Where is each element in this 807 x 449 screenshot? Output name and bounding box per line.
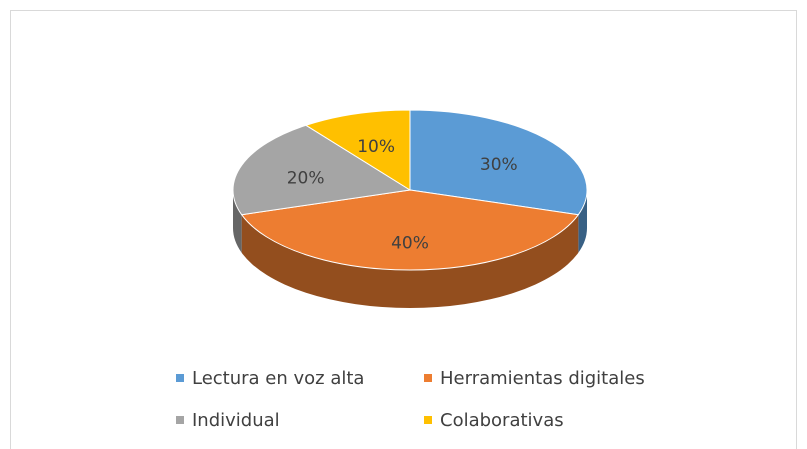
data-label: 10% [357, 137, 395, 157]
legend-marker [424, 416, 432, 424]
data-label: 30% [480, 155, 518, 175]
data-label: 40% [391, 234, 429, 254]
pie-slice [232, 124, 412, 216]
legend-label: Lectura en voz alta [192, 368, 364, 389]
pie-slice [240, 189, 580, 271]
pie-slice [409, 109, 588, 216]
pie-side [578, 190, 587, 253]
legend-marker [424, 374, 432, 382]
legend-label: Colaborativas [440, 410, 564, 431]
pie-slice [304, 109, 411, 191]
legend-label: Herramientas digitales [440, 368, 645, 389]
legend-label: Individual [192, 410, 280, 431]
legend-marker [176, 374, 184, 382]
data-label: 20% [287, 169, 325, 189]
pie-side [233, 190, 242, 253]
legend-marker [176, 416, 184, 424]
pie-side [241, 214, 579, 308]
